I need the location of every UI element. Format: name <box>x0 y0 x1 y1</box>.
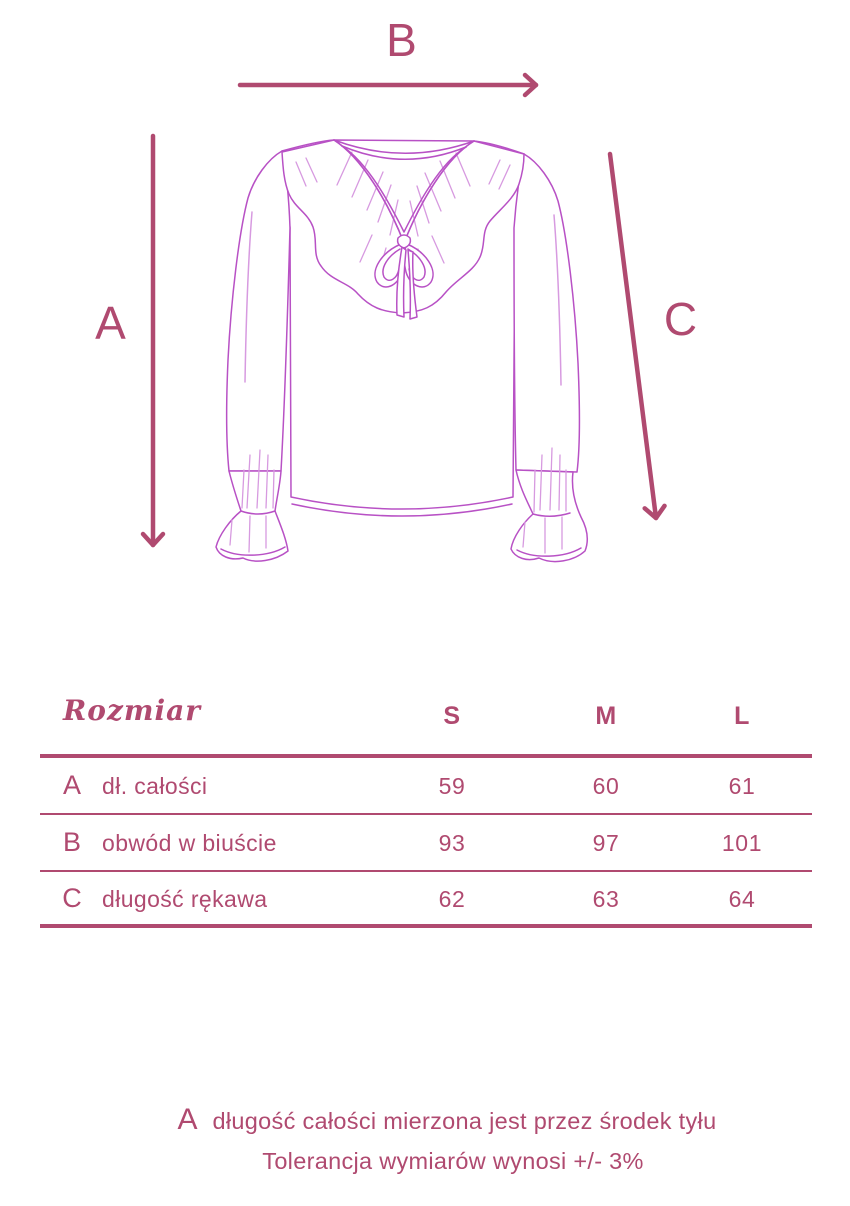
blouse-right-sleeve <box>513 153 581 473</box>
measurement-note: A długość całości mierzona jest przez śr… <box>0 1103 850 1137</box>
tolerance-note: Tolerancja wymiarów wynosi +/- 3% <box>262 1148 644 1174</box>
row-label: obwód w biuście <box>102 830 277 856</box>
row-value-s: 93 <box>438 830 466 856</box>
row-value-m: 63 <box>592 886 620 912</box>
row-value-l: 64 <box>728 886 756 912</box>
row-label: dł. całości <box>102 773 208 799</box>
measurement-note-letter: A <box>177 1103 198 1136</box>
dimension-label-c: C <box>663 293 699 345</box>
row-value-l: 101 <box>721 830 763 856</box>
measurement-note-text: długość całości mierzona jest przez środ… <box>212 1108 717 1134</box>
measurement-diagram <box>140 72 667 563</box>
size-header-m: M <box>595 702 617 730</box>
row-value-l: 61 <box>728 773 756 799</box>
blouse-left-cuff <box>215 470 289 562</box>
table-rule-mid2 <box>40 870 812 872</box>
blouse-left-sleeve <box>225 150 291 472</box>
table-rule-top <box>40 754 812 758</box>
row-value-m: 60 <box>592 773 620 799</box>
dimension-arrow-c <box>607 151 667 521</box>
dimension-label-b: B <box>386 14 418 66</box>
row-letter: A <box>62 770 81 800</box>
size-header-l: L <box>734 702 750 730</box>
dimension-label-a: A <box>95 297 127 349</box>
row-value-s: 59 <box>438 773 466 799</box>
row-letter: B <box>62 827 81 857</box>
row-letter: C <box>62 883 82 913</box>
size-header-s: S <box>443 702 461 730</box>
row-label: długość rękawa <box>102 886 268 912</box>
blouse-bow <box>374 234 434 320</box>
blouse-sketch <box>215 139 589 563</box>
table-rule-bottom <box>40 924 812 928</box>
table-title: Rozmiar <box>63 694 202 727</box>
table-rule-mid1 <box>40 813 812 815</box>
row-value-s: 62 <box>438 886 466 912</box>
row-value-m: 97 <box>592 830 620 856</box>
